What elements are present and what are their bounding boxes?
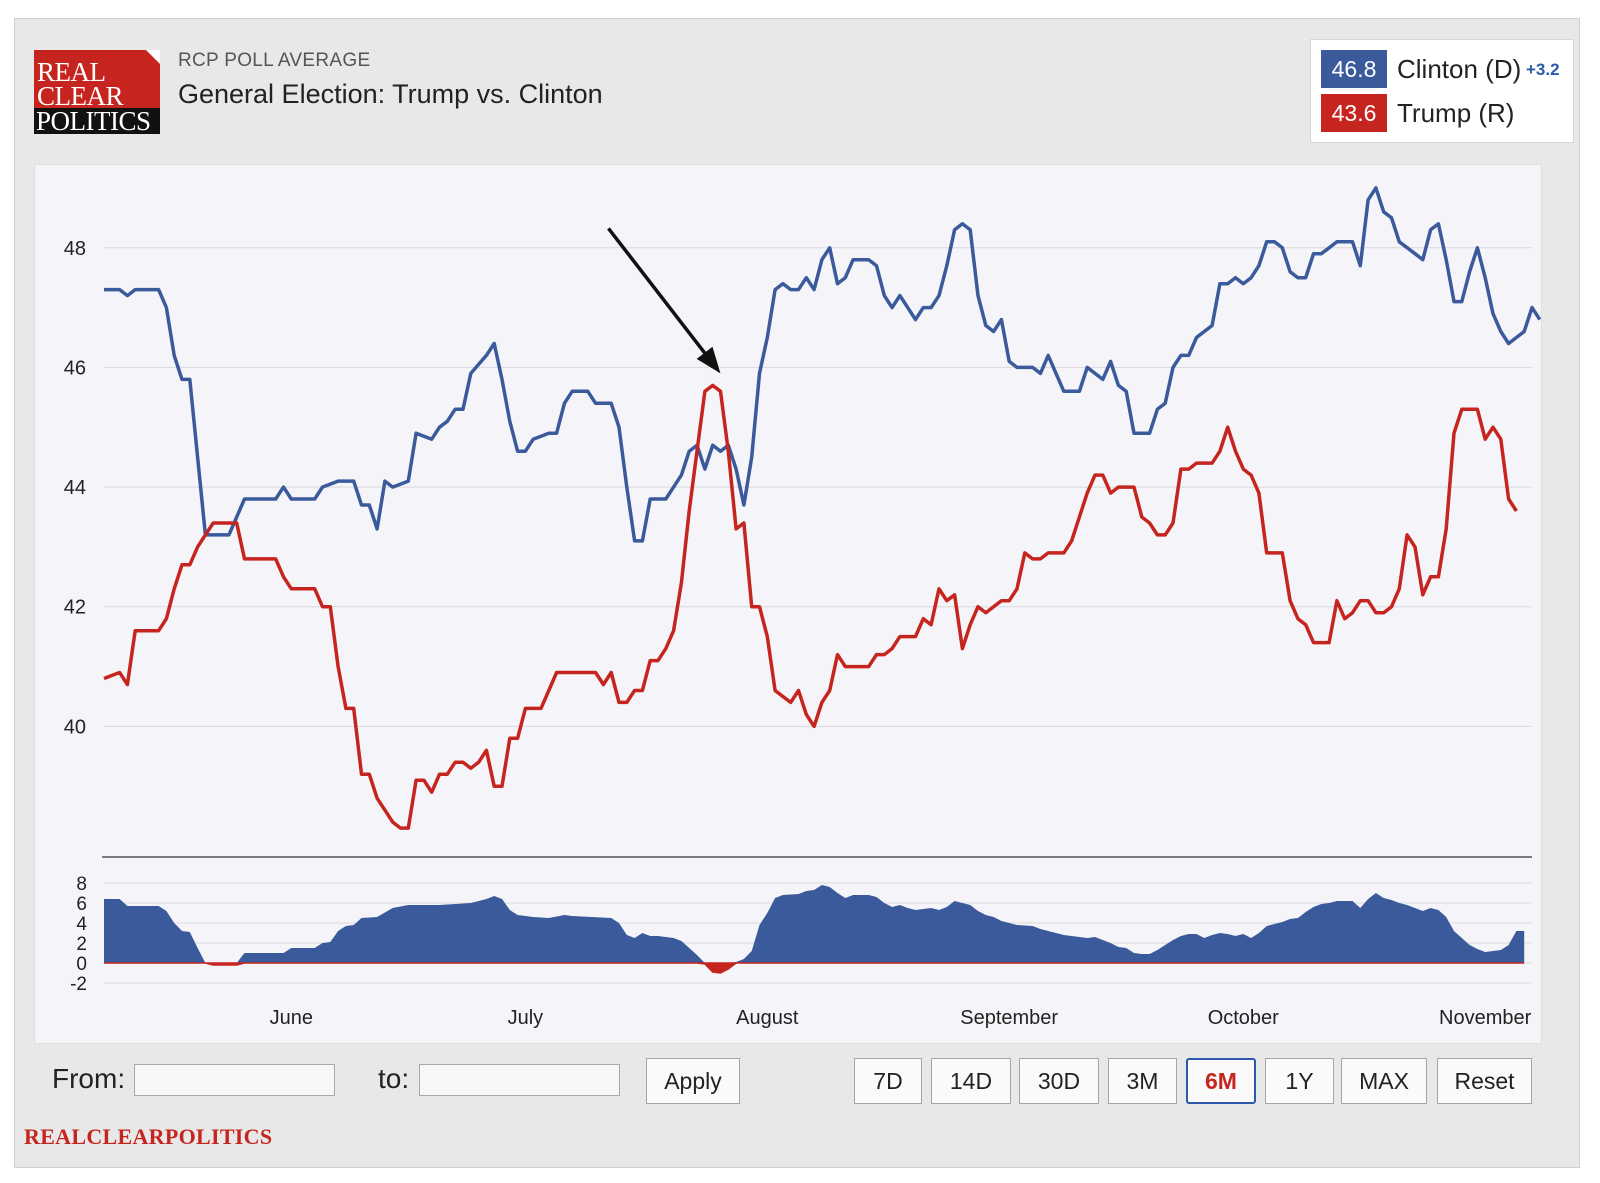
range-button-3m[interactable]: 3M — [1108, 1058, 1177, 1104]
chart-controls: From: to: Apply 7D 14D 30D 3M 6M 1Y MAX … — [34, 1047, 1542, 1119]
x-month-label: August — [736, 1007, 799, 1029]
spread-y-tick-label: 6 — [76, 894, 87, 915]
series-line-trump — [103, 383, 1518, 830]
range-button-14d[interactable]: 14D — [931, 1058, 1011, 1104]
x-month-label: November — [1439, 1007, 1532, 1029]
logo-line-clear: CLEAR — [37, 81, 124, 111]
spread-y-tick-label: 4 — [76, 914, 87, 935]
y-tick-label: 42 — [64, 597, 86, 619]
legend-value-clinton: 46.8 — [1321, 50, 1387, 88]
x-month-label: June — [270, 1007, 313, 1029]
legend-change-clinton: +3.2 — [1526, 60, 1560, 79]
from-date-input[interactable] — [134, 1064, 335, 1096]
from-label: From: — [52, 1063, 126, 1094]
spread-area-trump — [104, 962, 1525, 974]
logo-line-real: REAL — [37, 57, 106, 87]
y-tick-label: 40 — [64, 716, 86, 738]
to-label: to: — [378, 1063, 410, 1094]
range-button-30d[interactable]: 30D — [1019, 1058, 1099, 1104]
spread-y-tick-label: 8 — [76, 874, 87, 895]
apply-button[interactable]: Apply — [646, 1058, 740, 1104]
spread-y-tick-label: -2 — [70, 974, 87, 995]
range-button-1y[interactable]: 1Y — [1265, 1058, 1334, 1104]
range-button-max[interactable]: MAX — [1341, 1058, 1427, 1104]
y-tick-label: 48 — [64, 238, 86, 260]
reset-button[interactable]: Reset — [1437, 1058, 1532, 1104]
spread-y-tick-label: 0 — [76, 954, 87, 975]
spread-area-clinton — [104, 885, 1525, 963]
logo-fold-corner — [146, 50, 160, 64]
chart-subtitle: RCP POLL AVERAGE — [178, 50, 371, 71]
annotation-arrow-head — [696, 346, 721, 374]
to-date-input[interactable] — [419, 1064, 620, 1096]
legend-name-trump: Trump (R) — [1397, 98, 1515, 128]
spread-y-tick-label: 2 — [76, 934, 87, 955]
logo-line-politics: POLITICS — [34, 108, 160, 135]
y-tick-label: 46 — [64, 357, 86, 379]
rcp-logo: REAL CLEAR POLITICS — [34, 50, 160, 135]
x-month-label: October — [1208, 1007, 1279, 1029]
legend: 46.8 Clinton (D) +3.2 43.6 Trump (R) — [1310, 39, 1574, 143]
series-line-clinton — [104, 186, 1542, 543]
footer-brand: REALCLEARPOLITICS — [24, 1124, 273, 1149]
y-tick-label: 44 — [64, 477, 86, 499]
x-month-label: September — [960, 1007, 1058, 1029]
legend-value-trump: 43.6 — [1321, 94, 1387, 132]
range-button-6m[interactable]: 6M — [1186, 1058, 1256, 1104]
legend-name-clinton: Clinton (D) — [1397, 54, 1522, 84]
x-month-label: July — [508, 1007, 544, 1029]
range-button-7d[interactable]: 7D — [854, 1058, 922, 1104]
chart-title: General Election: Trump vs. Clinton — [178, 79, 603, 109]
annotation-arrow-line — [607, 227, 712, 362]
